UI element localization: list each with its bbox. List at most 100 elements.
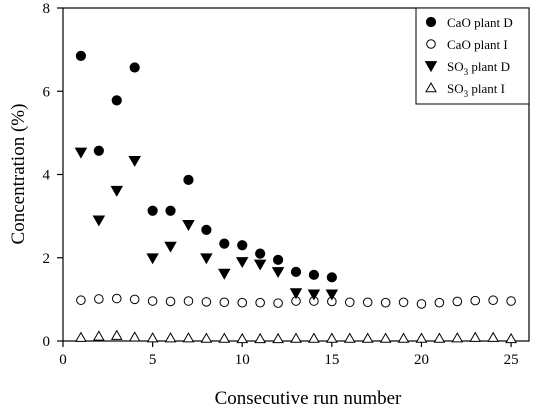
point-so3-plant-i (254, 332, 267, 344)
x-tick-label: 20 (414, 352, 429, 368)
point-so3-plant-i (146, 332, 159, 343)
point-so3-plant-d (307, 289, 321, 301)
point-cao-plant-d (290, 266, 302, 278)
point-so3-plant-i (397, 332, 410, 343)
x-tick-label: 25 (504, 352, 519, 368)
point-so3-plant-i (505, 332, 517, 344)
point-so3-plant-d (74, 147, 88, 159)
legend-marker (426, 39, 436, 49)
axis-ticks: 0 5 10 15 20 25 0 2 4 6 8 (43, 1, 519, 368)
point-so3-plant-d (289, 288, 303, 300)
point-so3-plant-i (361, 332, 374, 343)
x-tick-label: 10 (235, 352, 250, 368)
point-cao-plant-i (147, 296, 158, 306)
point-cao-plant-i (273, 298, 283, 308)
point-so3-plant-d (253, 259, 267, 271)
legend-label: SO3 plant I (447, 81, 505, 99)
point-so3-plant-d (128, 155, 141, 167)
point-so3-plant-d (146, 253, 159, 265)
point-cao-plant-d (272, 254, 284, 265)
point-so3-plant-d (182, 220, 195, 232)
point-cao-plant-i (416, 299, 427, 309)
point-so3-plant-i (325, 332, 338, 343)
point-so3-plant-i (75, 331, 87, 342)
point-so3-plant-d (218, 268, 231, 280)
x-tick-label: 0 (59, 352, 67, 368)
y-tick-label: 0 (43, 334, 51, 350)
point-so3-plant-d (110, 185, 124, 197)
point-cao-plant-i (111, 293, 122, 304)
point-so3-plant-i (236, 332, 249, 344)
point-cao-plant-d (165, 205, 176, 216)
point-so3-plant-i (200, 332, 213, 343)
legend-label-part: SO (447, 59, 464, 74)
point-so3-plant-d (92, 215, 106, 227)
point-cao-plant-d (255, 248, 266, 259)
point-cao-plant-d (219, 238, 230, 249)
point-so3-plant-d (164, 241, 177, 253)
point-so3-plant-i (451, 332, 464, 343)
y-tick-label: 4 (43, 168, 51, 184)
point-so3-plant-i (92, 330, 105, 341)
point-cao-plant-i (219, 297, 230, 308)
point-cao-plant-d (183, 174, 194, 186)
point-cao-plant-i (165, 296, 176, 307)
y-tick-label: 2 (43, 251, 51, 267)
point-cao-plant-i (452, 296, 463, 307)
point-cao-plant-i (398, 297, 409, 308)
point-so3-plant-i (164, 332, 177, 343)
point-so3-plant-i (290, 332, 302, 343)
point-cao-plant-i (94, 294, 104, 304)
point-so3-plant-d (325, 289, 339, 301)
point-cao-plant-i (380, 297, 391, 308)
point-cao-plant-i (201, 297, 212, 307)
point-cao-plant-d (326, 272, 337, 283)
legend-label: CaO plant D (447, 15, 513, 30)
point-so3-plant-i (128, 331, 141, 342)
point-cao-plant-i (76, 295, 86, 306)
x-tick-label: 15 (324, 352, 339, 368)
point-cao-plant-d (147, 205, 158, 216)
point-so3-plant-d (235, 257, 249, 269)
legend-marker (425, 16, 437, 28)
point-so3-plant-d (200, 253, 213, 265)
point-so3-plant-i (218, 332, 231, 343)
y-axis-label: Concentration (%) (8, 104, 29, 245)
point-cao-plant-i (129, 294, 140, 305)
point-so3-plant-i (308, 332, 320, 343)
point-so3-plant-i (487, 331, 500, 342)
point-so3-plant-i (272, 332, 284, 344)
point-cao-plant-d (93, 145, 104, 156)
point-so3-plant-i (110, 329, 123, 340)
legend-marker (424, 61, 438, 73)
point-cao-plant-i (255, 297, 265, 308)
legend-label: SO3 plant D (447, 59, 510, 77)
point-so3-plant-i (379, 332, 392, 343)
point-cao-plant-d (308, 269, 320, 280)
legend-label-part: 3 (464, 89, 469, 99)
legend-label-part: plant I (468, 81, 505, 96)
point-cao-plant-i (470, 295, 481, 306)
point-cao-plant-i (488, 295, 498, 306)
point-cao-plant-i (237, 297, 248, 308)
point-so3-plant-i (343, 332, 356, 343)
legend-marker (425, 81, 437, 93)
legend-label-part: plant D (468, 59, 510, 74)
point-cao-plant-d (111, 95, 122, 106)
point-so3-plant-i (433, 332, 446, 343)
y-tick-label: 8 (43, 1, 51, 17)
point-cao-plant-d (237, 240, 248, 251)
legend-label-part: 3 (464, 67, 469, 77)
legend-label: CaO plant I (447, 37, 508, 52)
point-cao-plant-d (201, 224, 212, 235)
x-axis-label: Consecutive run number (215, 388, 402, 409)
data-points (74, 50, 517, 344)
point-cao-plant-d (75, 50, 87, 61)
point-cao-plant-d (129, 62, 140, 73)
point-so3-plant-i (469, 331, 482, 342)
point-cao-plant-i (183, 296, 194, 306)
legend-label-part: SO (447, 81, 464, 96)
